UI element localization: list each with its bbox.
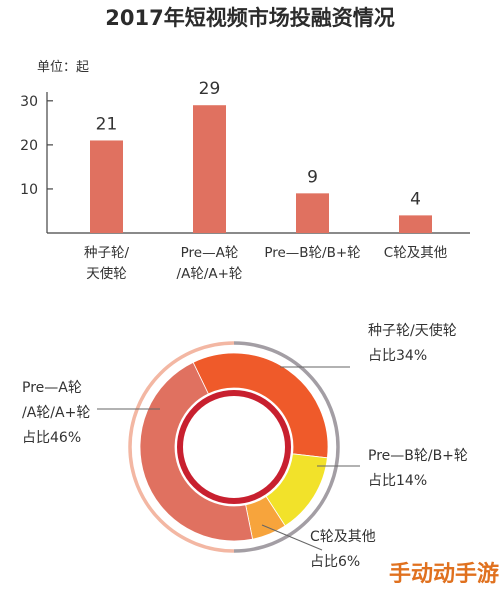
inner-ring <box>177 390 291 504</box>
slice-label: 占比6% <box>310 554 360 570</box>
category-label: C轮及其他 <box>384 245 447 261</box>
bar <box>193 105 226 233</box>
donut-slice <box>192 352 329 459</box>
y-tick-label: 20 <box>20 138 38 154</box>
slice-label: 占比34% <box>368 348 427 364</box>
category-label: 天使轮 <box>86 265 127 282</box>
slice-label: 占比14% <box>368 473 427 489</box>
watermark-text: 手动动手游 <box>389 561 499 587</box>
bar-chart: 单位：起 10 20 30 21 种子轮/天使轮 29 Pre—A轮/A轮/A+轮 9 Pre—B… <box>20 60 470 282</box>
bar <box>399 215 432 233</box>
slice-label: Pre—A轮 <box>22 380 82 396</box>
donut-slice <box>139 361 254 542</box>
bar-value-label: 29 <box>199 79 221 99</box>
slice-label: Pre—B轮/B+轮 <box>368 448 468 464</box>
y-tick-label: 10 <box>20 182 38 198</box>
category-label: 种子轮/ <box>84 245 129 261</box>
bar <box>296 193 329 233</box>
y-tick-label: 30 <box>20 94 38 110</box>
category-label: /A轮/A+轮 <box>177 266 243 282</box>
outer-ring-right <box>233 341 340 553</box>
outer-ring-left <box>128 341 235 553</box>
leader-line <box>261 524 323 551</box>
slice-label: 种子轮/天使轮 <box>368 322 457 339</box>
slice-label: 占比46% <box>22 430 81 446</box>
bar-value-label: 4 <box>410 189 421 209</box>
category-label: Pre—B轮/B+轮 <box>264 245 360 261</box>
bar-value-label: 9 <box>307 167 318 187</box>
slice-label: C轮及其他 <box>310 529 376 545</box>
chart-title: 2017年短视频市场投融资情况 <box>105 6 394 30</box>
unit-label: 单位：起 <box>37 60 89 75</box>
slice-label: /A轮/A+轮 <box>22 405 90 421</box>
category-label: Pre—A轮 <box>181 245 239 261</box>
bar-value-label: 21 <box>96 114 118 134</box>
bar <box>90 140 123 233</box>
